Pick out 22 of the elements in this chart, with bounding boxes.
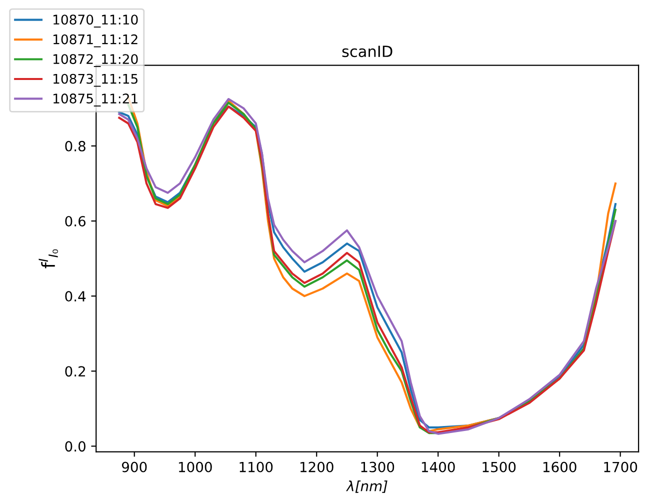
- x-tick-label: 900: [122, 462, 147, 472]
- y-tick-label: 0.4: [65, 291, 86, 302]
- legend-label: 10873_11:15: [53, 74, 138, 87]
- x-tick-label: 1200: [300, 462, 334, 472]
- y-tick-label: 0.0: [65, 441, 86, 452]
- x-tick-label: 1300: [361, 462, 394, 472]
- y-axis-title: f$^{I}$$_{I₀}$: [38, 249, 58, 268]
- legend-label: 10872_11:20: [53, 54, 138, 67]
- x-tick-label: 1600: [543, 462, 576, 472]
- x-tick-label: 1000: [178, 462, 212, 472]
- legend-label: 10875_11:21: [53, 94, 138, 106]
- legend-label: 10870_11:10: [53, 14, 138, 28]
- x-tick-label: 1700: [604, 462, 638, 472]
- x-tick-label: 1100: [240, 462, 273, 472]
- x-tick-label: 1400: [422, 462, 455, 472]
- legend-label: 10871_11:12: [53, 34, 138, 48]
- x-tick-label: 1500: [482, 462, 516, 472]
- y-tick-label: 0.6: [65, 216, 86, 226]
- y-tick-label: 0.2: [65, 366, 85, 377]
- chart-title: scanID: [342, 46, 392, 58]
- x-axis-title: λ[nm]: [346, 480, 388, 493]
- y-tick-label: 0.8: [65, 140, 86, 152]
